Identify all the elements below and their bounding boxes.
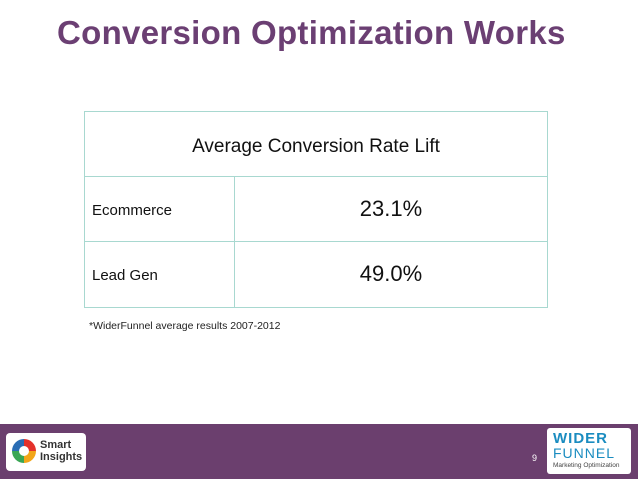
smart-insights-logo: Smart Insights	[6, 433, 86, 471]
widerfunnel-logo-line3: Marketing Optimization	[553, 462, 620, 469]
row-value-lead-gen: 49.0%	[359, 261, 423, 286]
cell-divider	[234, 177, 235, 241]
smart-insights-logo-text: Smart Insights	[40, 439, 83, 463]
cell-divider	[234, 242, 235, 307]
row-label-lead-gen: Lead Gen	[92, 267, 158, 284]
smart-insights-logo-icon	[12, 439, 36, 463]
widerfunnel-logo: WIDER FUNNEL Marketing Optimization	[547, 428, 631, 474]
page-number: 9	[532, 453, 538, 463]
footnote: *WiderFunnel average results 2007-2012	[89, 320, 281, 332]
footer-bar: Smart Insights 9	[0, 424, 638, 479]
row-label-ecommerce: Ecommerce	[92, 202, 173, 219]
conversion-table: Average Conversion Rate Lift Ecommerce 2…	[84, 111, 548, 308]
table-row: Lead Gen 49.0%	[85, 242, 547, 307]
slide-title: Conversion Optimization Works	[57, 14, 566, 51]
table-row: Ecommerce 23.1%	[85, 177, 547, 242]
table-header: Average Conversion Rate Lift	[192, 136, 440, 157]
widerfunnel-logo-line1: WIDER	[553, 430, 608, 447]
table-header-row: Average Conversion Rate Lift	[85, 112, 547, 177]
row-value-ecommerce: 23.1%	[359, 196, 423, 221]
widerfunnel-logo-line2: FUNNEL	[553, 445, 616, 461]
